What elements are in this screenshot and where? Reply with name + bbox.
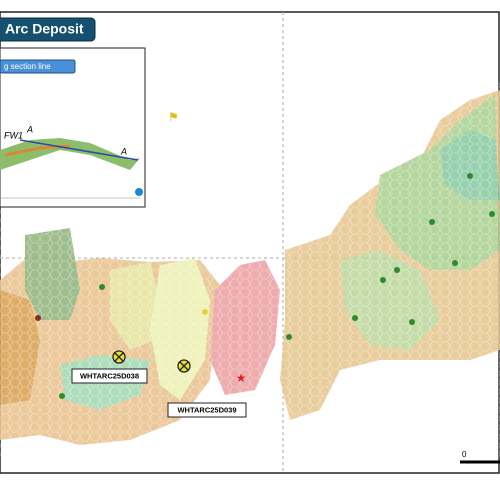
inset-legend-box [0, 59, 76, 74]
drillhole-collar [112, 350, 191, 373]
intercept [35, 315, 41, 321]
inset-section [0, 138, 140, 170]
intercept [202, 309, 208, 315]
drillhole-label: WHTARC25D039 [177, 405, 236, 414]
drillhole-label: WHTARC25D038 [80, 371, 139, 380]
intercept [394, 267, 400, 273]
intercept [452, 260, 458, 266]
collar-cross [179, 361, 189, 371]
drill-intercepts [35, 173, 495, 399]
intercept [429, 219, 435, 225]
section-line [19, 139, 139, 161]
intercept [489, 211, 495, 217]
inset-compass [135, 188, 143, 196]
label-box [71, 368, 148, 384]
intercept [352, 315, 358, 321]
inset-frame [0, 47, 146, 208]
inset-label: FW1 [4, 130, 23, 140]
star-marker: ★ [236, 371, 247, 385]
title: Arc Deposit [5, 21, 84, 37]
intercept [99, 284, 105, 290]
label-box [167, 402, 247, 418]
intercept [380, 277, 386, 283]
collar-cross [114, 352, 124, 362]
title-box [0, 17, 96, 42]
scale-label: 0 [462, 450, 467, 459]
intercept [59, 393, 65, 399]
intercept [409, 319, 415, 325]
intercept [286, 334, 292, 340]
intercept [467, 173, 473, 179]
marker: ⚑ [168, 110, 179, 124]
inset-label: A [26, 124, 33, 134]
inset-legend: g section line [4, 62, 51, 71]
inset-label: A [120, 146, 127, 156]
